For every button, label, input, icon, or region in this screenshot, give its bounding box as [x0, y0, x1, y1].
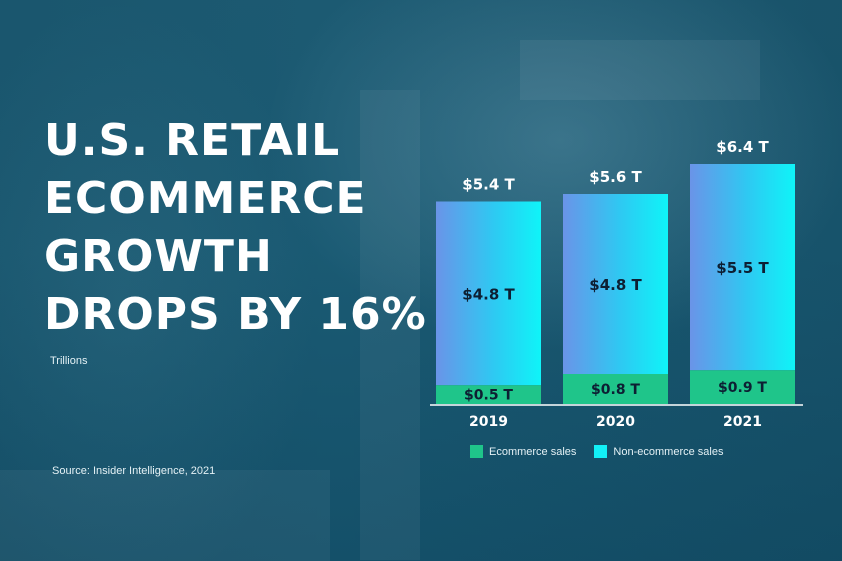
bar-ecommerce	[690, 370, 795, 404]
headline: U.S. RETAIL ECOMMERCE GROWTH DROPS BY 16…	[44, 112, 427, 344]
background-shape	[520, 40, 760, 100]
data-label-non-ecommerce: $5.5 T	[716, 259, 769, 277]
data-label-ecommerce: $0.5 T	[464, 388, 513, 404]
data-label-ecommerce: $0.8 T	[591, 382, 640, 398]
legend-label: Non-ecommerce sales	[613, 445, 724, 458]
headline-line: U.S. RETAIL	[44, 115, 341, 166]
source-note: Source: Insider Intelligence, 2021	[52, 465, 216, 477]
legend-item-ecommerce: Ecommerce sales	[470, 445, 576, 458]
headline-line: ECOMMERCE	[44, 173, 367, 224]
data-label-total: $5.4 T	[462, 176, 515, 194]
x-tick-label: 2021	[723, 414, 762, 430]
data-label-total: $5.6 T	[589, 168, 642, 186]
legend-swatch-non-ecommerce	[594, 445, 608, 458]
data-label-total: $6.4 T	[716, 138, 769, 156]
legend-item-non-ecommerce: Non-ecommerce sales	[594, 445, 723, 458]
legend-label: Ecommerce sales	[489, 445, 577, 458]
legend-swatch-ecommerce	[470, 445, 483, 458]
chart-legend: Ecommerce sales Non-ecommerce sales	[470, 445, 723, 458]
background-shape	[360, 90, 420, 560]
data-label-non-ecommerce: $4.8 T	[589, 276, 642, 294]
headline-line: GROWTH	[44, 231, 273, 282]
bar-non-ecommerce	[436, 201, 541, 386]
background-shape	[0, 470, 330, 561]
units-label: Trillions	[50, 355, 88, 367]
headline-line: DROPS BY 16%	[44, 289, 427, 340]
bar-non-ecommerce	[563, 194, 668, 374]
data-label-non-ecommerce: $4.8 T	[462, 285, 515, 303]
bar-non-ecommerce	[690, 164, 795, 371]
x-tick-label: 2019	[469, 414, 508, 430]
x-tick-label: 2020	[596, 414, 635, 430]
bar-ecommerce	[436, 385, 541, 404]
bar-ecommerce	[563, 374, 668, 404]
data-label-ecommerce: $0.9 T	[718, 380, 767, 396]
